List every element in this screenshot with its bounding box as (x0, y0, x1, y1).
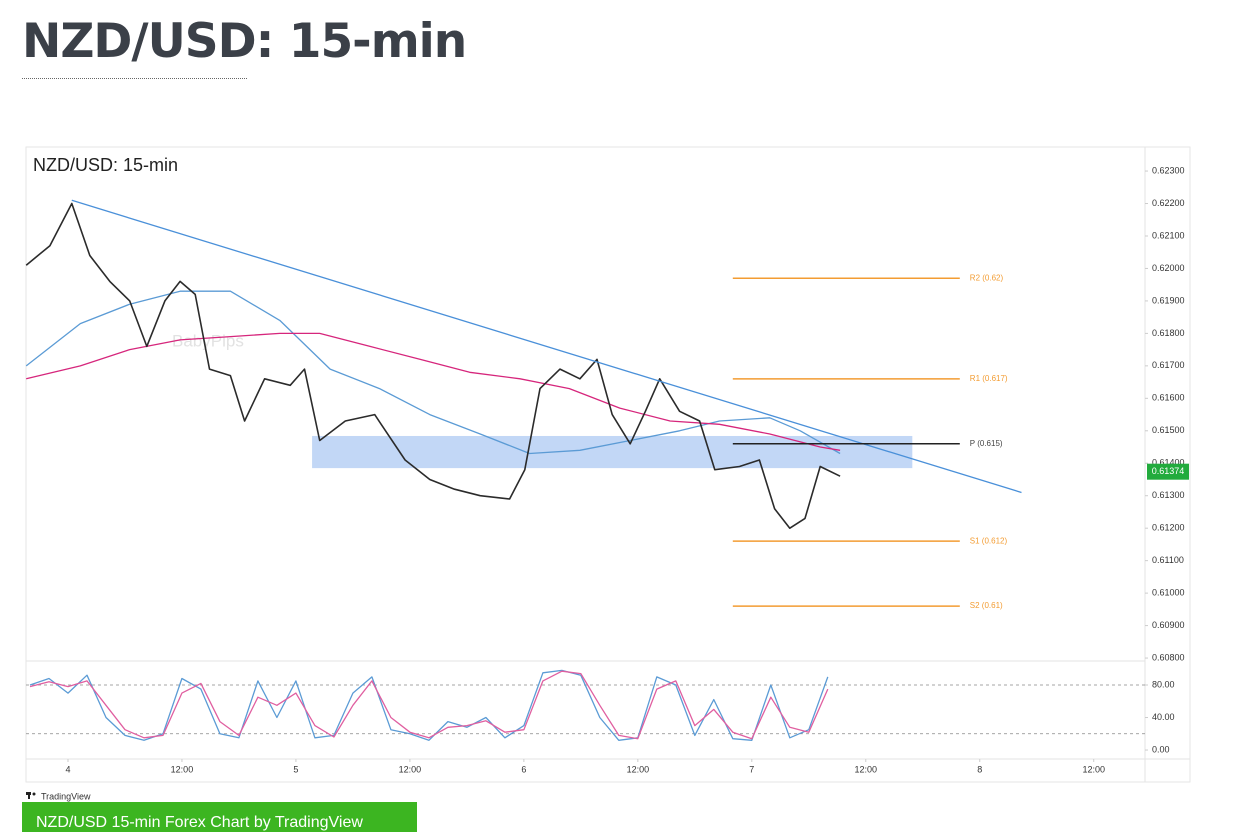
x-tick-label: 4 (65, 764, 70, 774)
y-tick-label: 0.62200 (1152, 198, 1185, 208)
x-tick-label: 5 (293, 764, 298, 774)
y-tick-label: 0.61600 (1152, 393, 1185, 403)
pivot-label: R1 (0.617) (970, 374, 1008, 383)
x-tick-label: 12:00 (399, 764, 422, 774)
y-tick-label: 0.61100 (1152, 555, 1184, 565)
x-tick-label: 6 (521, 764, 526, 774)
series-line (29, 669, 829, 741)
y-tick-label: 0.60900 (1152, 620, 1185, 630)
pivot-label: R2 (0.62) (970, 273, 1004, 282)
y-tick-label: 0.61700 (1152, 360, 1185, 370)
y-tick-label: 0.61800 (1152, 328, 1185, 338)
caption-text: NZD/USD 15-min Forex Chart by TradingVie… (36, 814, 363, 831)
y-tick-label: 0.61000 (1152, 587, 1185, 597)
chart-title: NZD/USD: 15-min (33, 155, 178, 175)
x-tick-label: 7 (749, 764, 754, 774)
last-price-label: 0.61374 (1152, 466, 1185, 476)
x-tick-label: 12:00 (171, 764, 194, 774)
pivot-label: P (0.615) (970, 439, 1003, 448)
footer-brand: TradingView (41, 791, 91, 801)
y-tick-label: 0.60800 (1152, 652, 1185, 662)
support-zone (312, 435, 913, 469)
x-tick-label: 8 (977, 764, 982, 774)
x-tick-label: 12:00 (1082, 764, 1105, 774)
series-line (29, 670, 829, 740)
last-price-tag (1147, 463, 1189, 480)
pivot-label: S1 (0.612) (970, 536, 1008, 545)
x-tick-label: 12:00 (855, 764, 878, 774)
y-tick-label: 0.61900 (1152, 295, 1185, 305)
y-tick-label: 0.62300 (1152, 165, 1185, 175)
page-heading: NZD/USD: 15-min (22, 14, 467, 69)
y-tick-label: 80.00 (1152, 679, 1175, 689)
heading-underline (22, 78, 247, 79)
y-tick-label: 0.61400 (1152, 458, 1185, 468)
y-tick-label: 0.61200 (1152, 523, 1185, 533)
y-tick-label: 40.00 (1152, 712, 1175, 722)
watermark: BabyPips (172, 331, 244, 350)
y-tick-label: 0.61500 (1152, 425, 1185, 435)
y-tick-label: 0.62000 (1152, 263, 1185, 273)
y-tick-label: 0.00 (1152, 744, 1170, 754)
x-tick-label: 12:00 (627, 764, 650, 774)
tv-logo (26, 792, 36, 799)
series-line (26, 332, 841, 451)
y-tick-label: 0.61300 (1152, 490, 1185, 500)
caption-button[interactable]: NZD/USD 15-min Forex Chart by TradingVie… (22, 802, 417, 832)
pivot-label: S2 (0.61) (970, 601, 1003, 610)
series-line (25, 202, 841, 529)
y-tick-label: 0.62100 (1152, 230, 1185, 240)
